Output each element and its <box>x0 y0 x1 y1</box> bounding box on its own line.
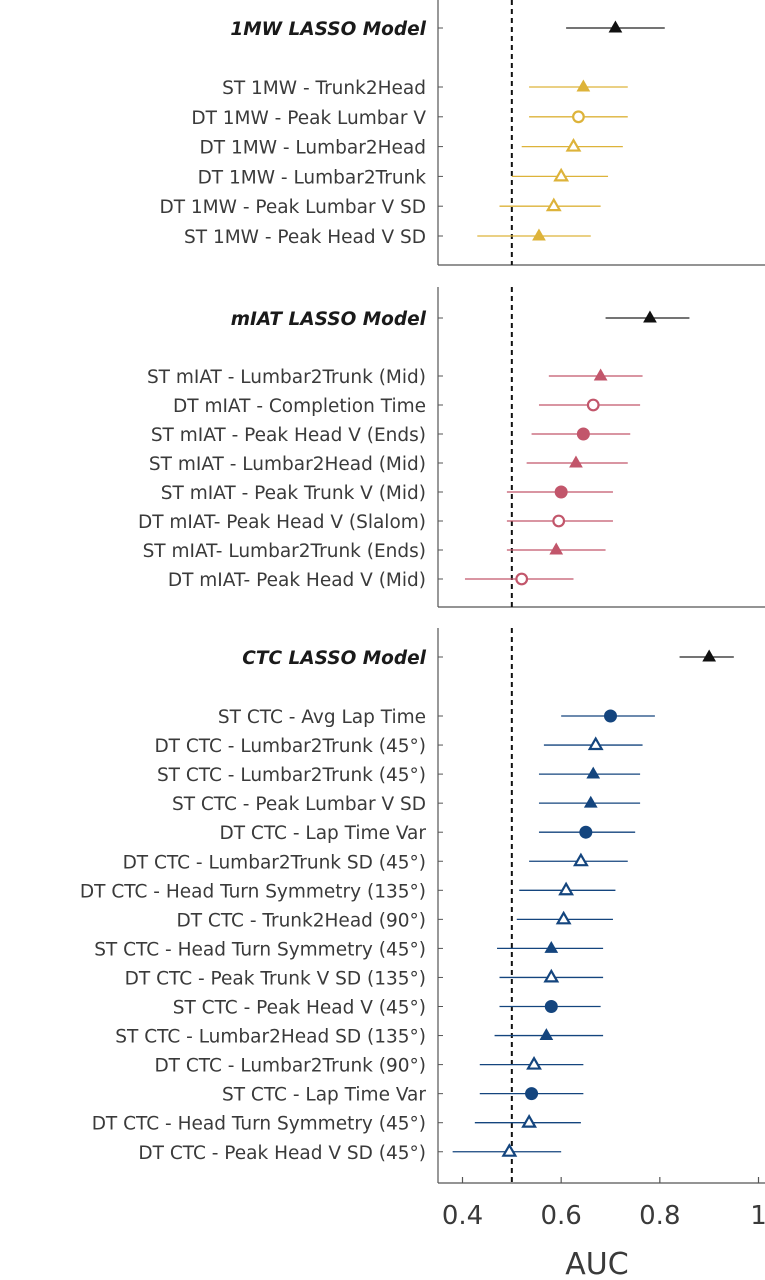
feature-label: DT mIAT - Completion Time <box>173 396 426 417</box>
feature-label: ST CTC - Avg Lap Time <box>218 707 426 728</box>
data-point <box>604 709 617 723</box>
feature-label: DT 1MW - Lumbar2Head <box>200 138 426 159</box>
data-point <box>593 368 608 381</box>
feature-label: ST CTC - Lumbar2Trunk (45°) <box>157 765 426 786</box>
feature-label: ST 1MW - Trunk2Head <box>222 78 426 99</box>
feature-label: ST CTC - Lap Time Var <box>222 1085 426 1106</box>
x-tick-label: 1 <box>750 1201 765 1231</box>
model-point <box>702 649 717 662</box>
feature-label: ST CTC - Peak Lumbar V SD <box>172 794 426 815</box>
feature-label: ST mIAT - Lumbar2Head (Mid) <box>149 454 426 475</box>
feature-label: DT CTC - Head Turn Symmetry (45°) <box>92 1114 426 1135</box>
feature-label: ST mIAT - Peak Head V (Ends) <box>151 425 426 446</box>
feature-label: ST CTC - Head Turn Symmetry (45°) <box>94 939 426 960</box>
feature-label: DT CTC - Lumbar2Trunk (90°) <box>154 1056 426 1077</box>
x-tick-label: 0.8 <box>639 1201 680 1231</box>
data-point <box>586 398 600 412</box>
feature-label: DT mIAT- Peak Head V (Mid) <box>168 570 426 591</box>
feature-label: DT 1MW - Lumbar2Trunk <box>198 167 427 188</box>
feature-label: DT CTC - Trunk2Head (90°) <box>176 910 426 931</box>
feature-label: ST CTC - Peak Head V (45°) <box>173 998 426 1019</box>
data-point <box>525 1087 539 1101</box>
data-point <box>539 1028 554 1040</box>
feature-label: ST 1MW - Peak Head V SD <box>184 227 426 248</box>
feature-label: ST mIAT- Lumbar2Trunk (Ends) <box>143 541 426 562</box>
x-tick-label: 0.6 <box>540 1201 581 1231</box>
panel-title: 1MW LASSO Model <box>230 19 426 40</box>
data-point <box>521 1114 538 1128</box>
feature-label: ST CTC - Lumbar2Head SD (135°) <box>115 1027 426 1048</box>
data-point <box>544 940 559 953</box>
data-point <box>526 1055 542 1070</box>
data-point <box>569 455 583 468</box>
data-point <box>576 427 590 441</box>
data-point <box>545 197 562 212</box>
data-point <box>576 79 591 92</box>
model-point <box>643 310 657 323</box>
data-point <box>515 572 529 586</box>
data-point <box>549 542 564 555</box>
feature-label: ST mIAT - Lumbar2Trunk (Mid) <box>147 367 426 388</box>
data-point <box>552 514 566 528</box>
data-point <box>587 736 604 751</box>
data-point <box>543 968 560 983</box>
data-point <box>558 881 575 896</box>
feature-label: DT 1MW - Peak Lumbar V SD <box>159 197 426 218</box>
data-point <box>586 766 601 779</box>
feature-label: DT CTC - Lumbar2Trunk (45°) <box>154 736 426 757</box>
data-point <box>553 167 570 182</box>
model-point <box>608 20 623 33</box>
data-point <box>583 795 598 808</box>
feature-label: DT CTC - Lap Time Var <box>220 823 427 844</box>
data-point <box>554 485 568 499</box>
feature-label: DT 1MW - Peak Lumbar V <box>191 108 426 129</box>
data-point <box>572 852 589 867</box>
panel-title: mIAT LASSO Model <box>231 309 427 330</box>
panel-title: CTC LASSO Model <box>242 648 426 669</box>
data-point <box>544 1000 558 1013</box>
data-point <box>579 825 593 839</box>
feature-label: DT CTC - Peak Head V SD (45°) <box>138 1143 426 1164</box>
data-point <box>565 137 582 152</box>
data-point <box>532 228 546 241</box>
feature-label: ST mIAT - Peak Trunk V (Mid) <box>161 483 426 504</box>
x-axis-label: AUC <box>565 1247 628 1280</box>
feature-label: DT CTC - Lumbar2Trunk SD (45°) <box>123 852 426 873</box>
x-tick-label: 0.4 <box>442 1201 483 1231</box>
feature-label: DT CTC - Peak Trunk V SD (135°) <box>125 968 426 989</box>
data-point <box>501 1143 518 1157</box>
feature-label: DT CTC - Head Turn Symmetry (135°) <box>80 881 426 902</box>
data-point <box>572 110 585 124</box>
data-point <box>555 910 572 925</box>
feature-label: DT mIAT- Peak Head V (Slalom) <box>138 512 426 533</box>
